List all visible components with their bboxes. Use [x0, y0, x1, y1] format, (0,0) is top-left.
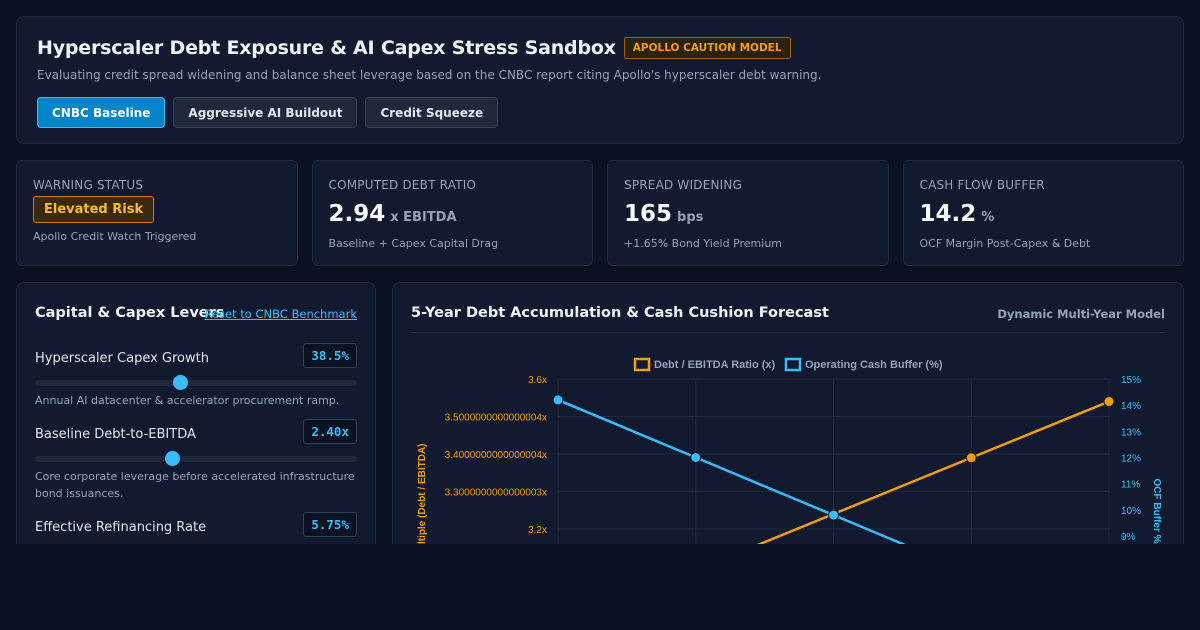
card-value: 14.2 [919, 201, 977, 227]
lever-description: Core corporate leverage before accelerat… [35, 470, 355, 500]
card-sub: Baseline + Capex Capital Drag [328, 237, 499, 250]
y-left-tick-label: 3.2x [528, 525, 547, 536]
levers-title: Capital & Capex Levers [35, 305, 225, 321]
cash-buffer-point[interactable] [552, 394, 564, 406]
y-right-axis-label: OCF Buffer % [1151, 479, 1162, 544]
lever-value-input[interactable]: 2.40x [303, 419, 357, 444]
chart-tag: Dynamic Multi-Year Model [997, 307, 1165, 321]
reset-benchmark-link[interactable]: Reset to CNBC Benchmark [204, 307, 358, 321]
y-left-tick-label: 3.5000000000000004x [445, 413, 547, 424]
scenario-credit-squeeze-button[interactable]: Credit Squeeze [365, 97, 499, 128]
y-left-axis-label: Multiple (Debt / EBITDA) [417, 444, 428, 545]
y-right-tick-label: 11% [1121, 480, 1140, 491]
y-right-tick-label: 13% [1121, 427, 1141, 438]
debt-ratio-card: Computed Debt Ratio 2.94 x EBITDA Baseli… [311, 160, 593, 266]
lever-label: Baseline Debt-to-EBITDA [35, 427, 196, 442]
forecast-chart: Debt / EBITDA Ratio (x) Operating Cash B… [417, 357, 1162, 545]
scenario-cnbc-baseline-button[interactable]: CNBC Baseline [37, 97, 166, 128]
card-label: Cash Flow Buffer [919, 178, 1045, 192]
y-left-tick-label: 3.4000000000000004x [445, 450, 547, 461]
legend-debt-swatch[interactable] [633, 357, 651, 372]
model-badge: APOLLO CAUTION MODEL [623, 37, 791, 59]
slider-thumb[interactable] [172, 375, 188, 390]
page-subtitle: Evaluating credit spread widening and ba… [37, 68, 822, 82]
cash-buffer-point[interactable] [828, 509, 839, 521]
card-label: Spread Widening [624, 178, 743, 192]
legend-cash-label[interactable]: Operating Cash Buffer (%) [805, 359, 943, 371]
lever-description: Annual AI datacenter & accelerator procu… [35, 394, 340, 407]
y-right-tick-label: 9% [1121, 532, 1136, 543]
capex-growth-slider[interactable] [35, 375, 357, 390]
slider-thumb[interactable] [164, 451, 180, 466]
card-value-row: 14.2 % [920, 201, 995, 227]
warning-status-card: Warning Status Elevated Risk Apollo Cred… [16, 160, 298, 266]
lever-baseline-debt: Baseline Debt-to-EBITDA 2.40x Core corpo… [35, 419, 357, 500]
y-right-tick-label: 14% [1121, 401, 1141, 412]
y-right-tick-label: 10% [1121, 506, 1141, 517]
divider [411, 332, 1165, 333]
card-value-row: 165 bps [624, 201, 703, 227]
cash-buffer-point[interactable] [690, 452, 702, 463]
card-value-row: 2.94 x EBITDA [329, 201, 457, 227]
scenario-aggressive-ai-button[interactable]: Aggressive AI Buildout [173, 97, 358, 128]
card-sub: +1.65% Bond Yield Premium [624, 237, 783, 250]
scenario-buttons: CNBC Baseline Aggressive AI Buildout Cre… [37, 97, 499, 128]
lever-refinancing-rate: Effective Refinancing Rate 5.75% [35, 512, 357, 537]
spread-widening-card: Spread Widening 165 bps +1.65% Bond Yiel… [607, 160, 889, 266]
legend-debt-label[interactable]: Debt / EBITDA Ratio (x) [654, 359, 776, 371]
debt-ebitda-point[interactable] [1103, 396, 1115, 407]
forecast-chart-panel: 5-Year Debt Accumulation & Cash Cushion … [392, 282, 1184, 544]
card-sub: Apollo Credit Watch Triggered [33, 230, 197, 243]
chart-title: 5-Year Debt Accumulation & Cash Cushion … [411, 305, 829, 321]
baseline-debt-slider[interactable] [35, 451, 357, 466]
lever-value-input[interactable]: 5.75% [303, 512, 357, 537]
card-unit: bps [677, 210, 704, 225]
lever-value-input[interactable]: 38.5% [303, 343, 357, 368]
cash-flow-buffer-card: Cash Flow Buffer 14.2 % OCF Margin Post-… [902, 160, 1184, 266]
levers-panel: Capital & Capex Levers Reset to CNBC Ben… [16, 282, 376, 544]
kpi-cards: Warning Status Elevated Risk Apollo Cred… [16, 160, 1184, 266]
card-unit: x EBITDA [390, 210, 457, 225]
card-value: 165 [624, 201, 673, 227]
debt-ebitda-point[interactable] [965, 452, 977, 464]
header-panel: Hyperscaler Debt Exposure & AI Capex Str… [16, 16, 1184, 144]
card-sub: OCF Margin Post-Capex & Debt [919, 237, 1091, 250]
title-row: Hyperscaler Debt Exposure & AI Capex Str… [37, 37, 791, 59]
card-label: Computed Debt Ratio [328, 178, 477, 192]
page-title: Hyperscaler Debt Exposure & AI Capex Str… [37, 37, 616, 59]
lever-label: Hyperscaler Capex Growth [35, 351, 209, 366]
card-value: 2.94 [328, 201, 386, 227]
card-label: Warning Status [33, 178, 144, 192]
y-right-tick-label: 12% [1121, 454, 1141, 465]
legend-cash-swatch[interactable] [784, 357, 802, 372]
status-badge: Elevated Risk [33, 196, 155, 223]
y-left-tick-label: 3.6x [528, 375, 547, 386]
card-unit: % [981, 210, 995, 225]
y-right-tick-label: 15% [1121, 375, 1141, 386]
lever-label: Effective Refinancing Rate [35, 520, 207, 535]
lever-capex-growth: Hyperscaler Capex Growth 38.5% Annual AI… [35, 343, 357, 407]
y-left-tick-label: 3.3000000000000003x [445, 488, 547, 499]
